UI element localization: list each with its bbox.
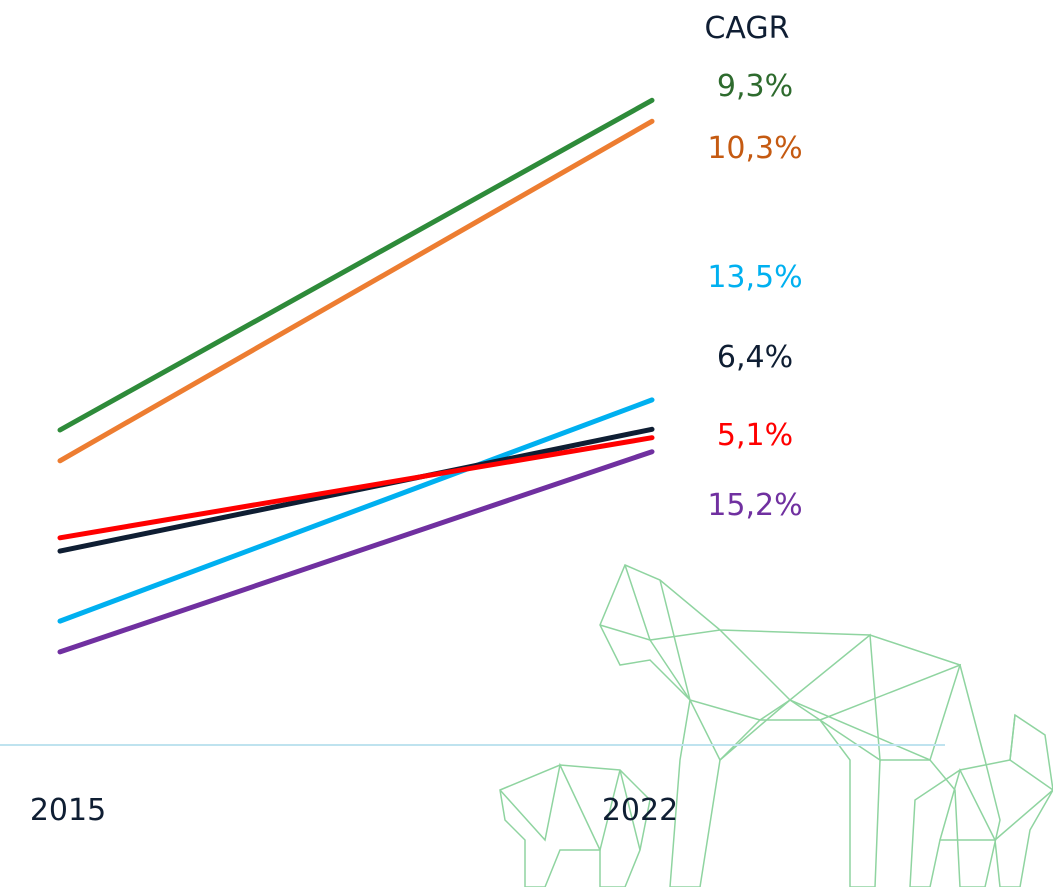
series-line <box>57 449 655 655</box>
horse-mesh <box>599 564 881 762</box>
cagr-label: 15,2% <box>707 488 802 523</box>
series-line <box>57 97 655 433</box>
pig-mesh <box>499 762 641 853</box>
cagr-label: 5,1% <box>717 418 793 453</box>
pig-outline <box>499 764 651 887</box>
animal-decoration <box>499 564 1053 887</box>
cagr-label: 9,3% <box>717 69 793 104</box>
goat-outline <box>909 713 1053 887</box>
x-tick-label: 2022 <box>602 793 678 828</box>
cagr-label: 13,5% <box>707 260 802 295</box>
series-line <box>57 118 655 464</box>
cagr-header: CAGR <box>704 11 789 46</box>
series-line <box>57 397 655 624</box>
horse-mesh <box>659 579 962 762</box>
goat-mesh <box>939 714 1053 842</box>
horse-outline <box>599 564 1001 887</box>
series-line <box>57 435 655 541</box>
cagr-label: 6,4% <box>717 340 793 375</box>
cagr-label: 10,3% <box>707 131 802 166</box>
x-tick-label: 2015 <box>30 793 106 828</box>
